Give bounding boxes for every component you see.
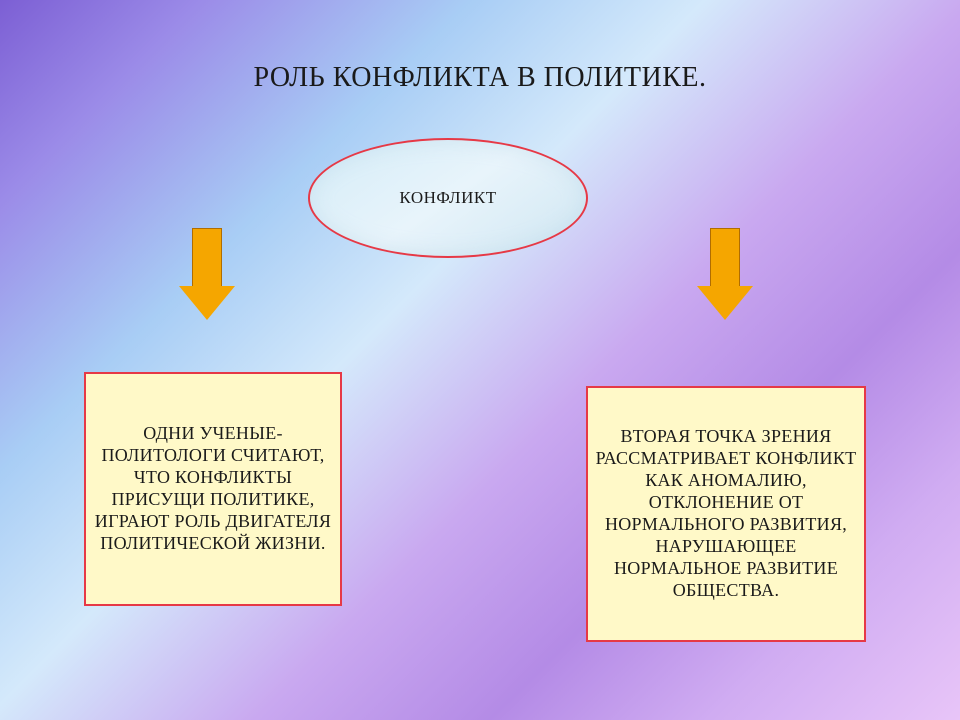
center-ellipse-label: КОНФЛИКТ (399, 188, 496, 208)
center-ellipse: КОНФЛИКТ (308, 138, 588, 258)
arrow-right-head (697, 286, 753, 320)
arrow-left-head (179, 286, 235, 320)
arrow-left-shaft (192, 228, 222, 286)
arrow-right-shaft (710, 228, 740, 286)
right-box: ВТОРАЯ ТОЧКА ЗРЕНИЯ РАССМАТРИВАЕТ КОНФЛИ… (586, 386, 866, 642)
left-box: ОДНИ УЧЕНЫЕ-ПОЛИТОЛОГИ СЧИТАЮТ, ЧТО КОНФ… (84, 372, 342, 606)
slide-title: РОЛЬ КОНФЛИКТА В ПОЛИТИКЕ. (0, 62, 960, 94)
